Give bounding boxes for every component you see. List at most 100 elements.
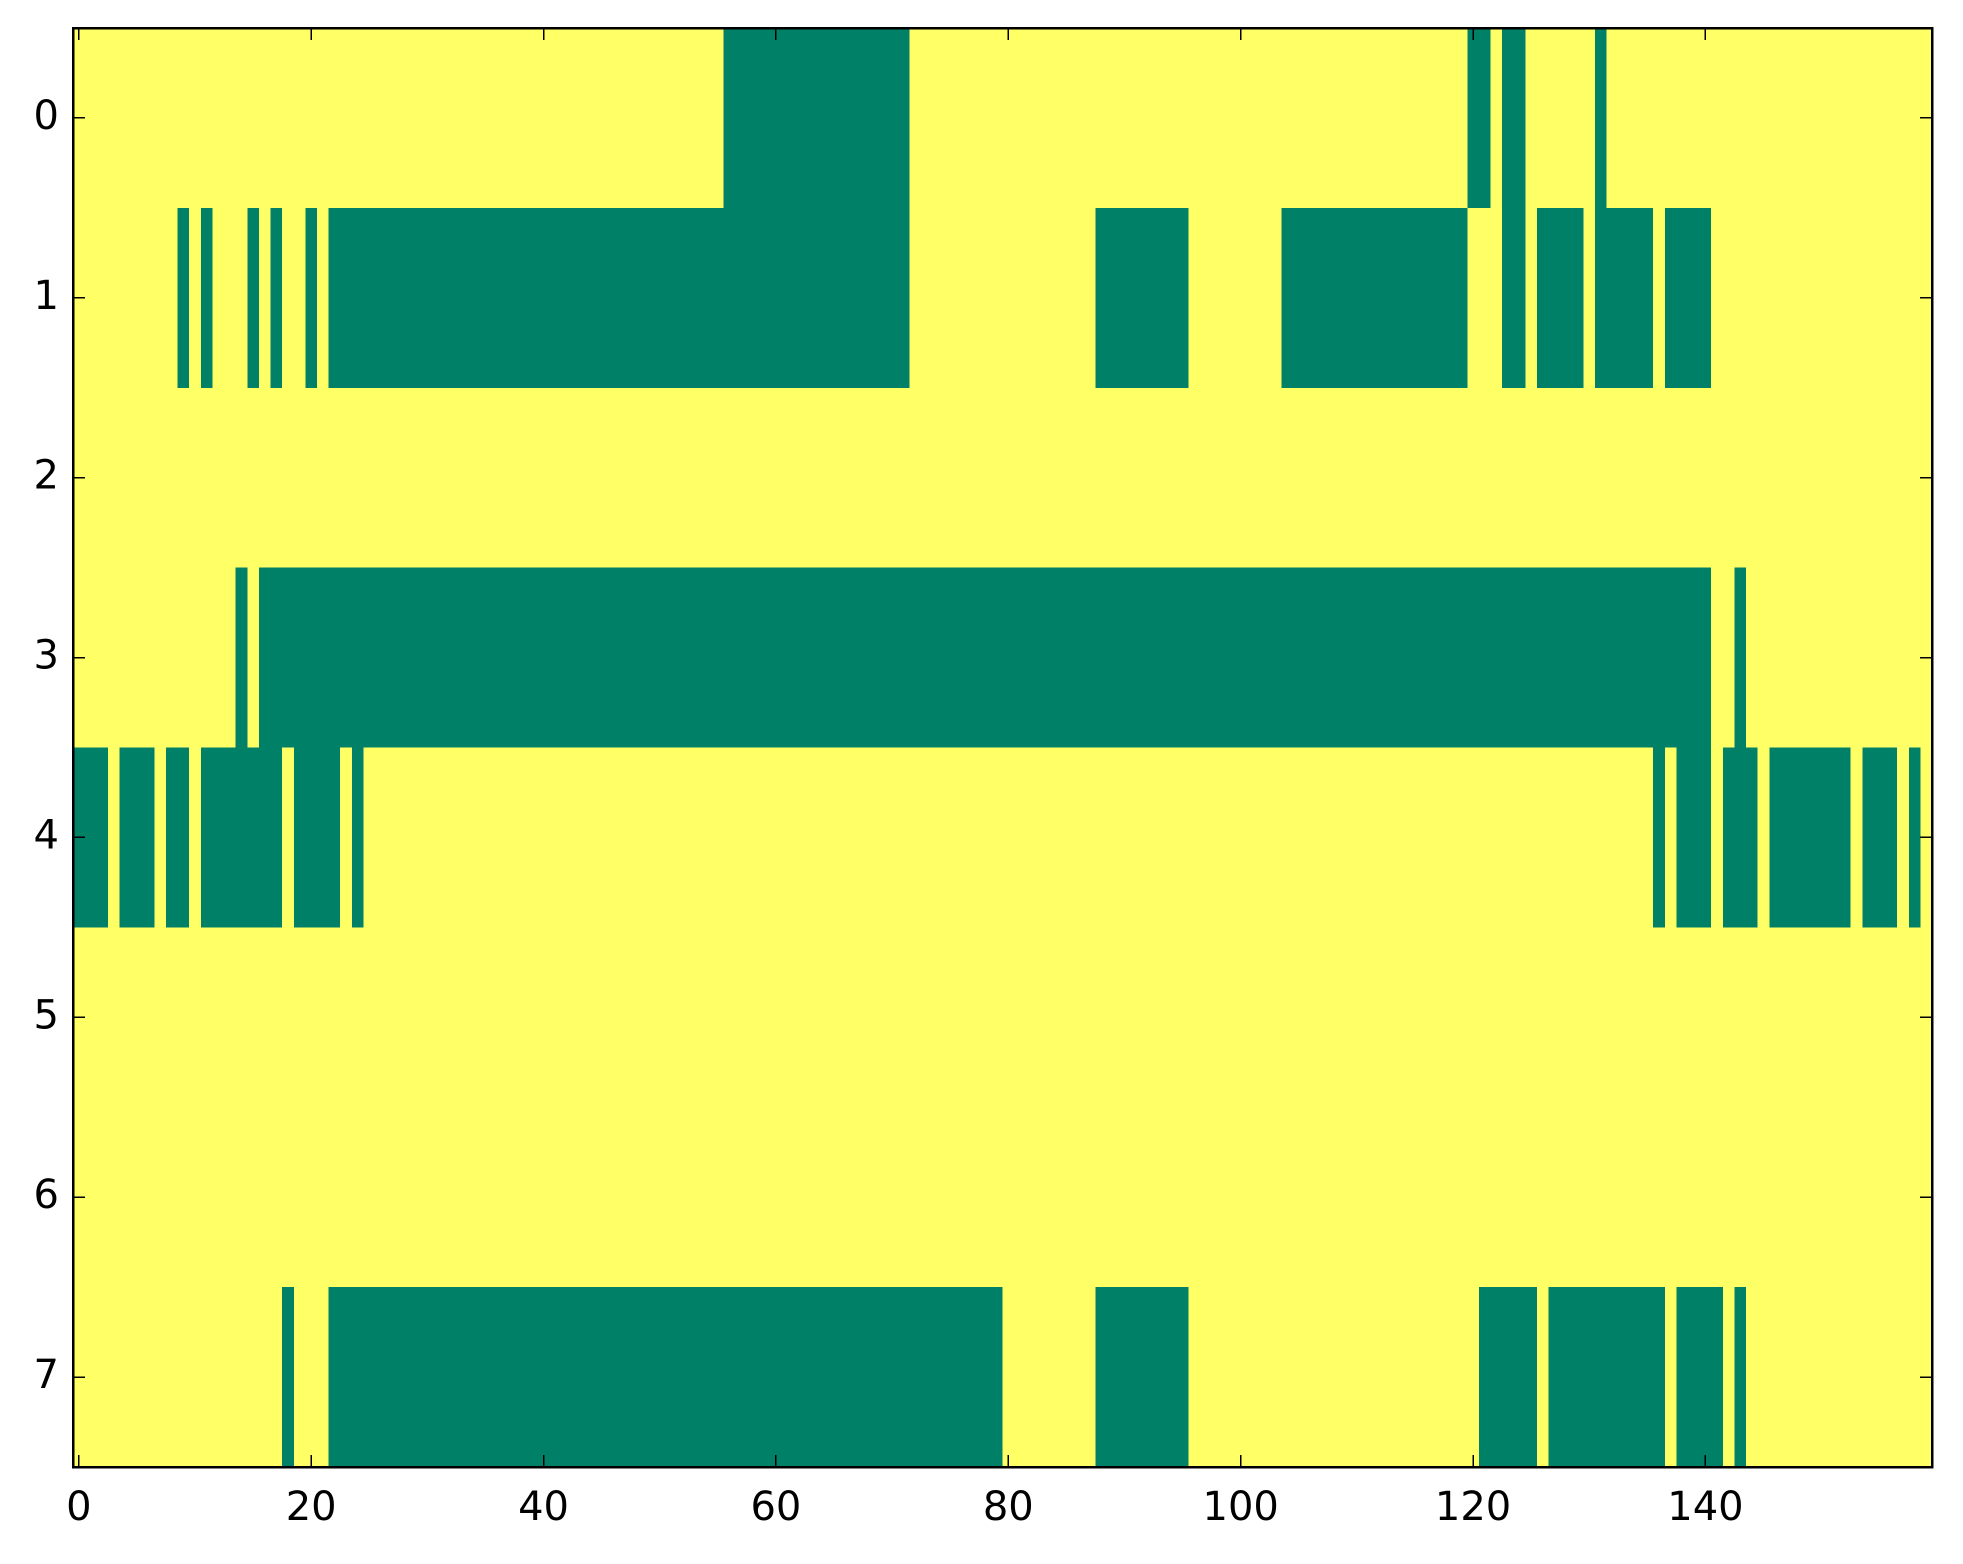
cell xyxy=(1362,927,1375,1108)
cell xyxy=(1595,927,1608,1108)
cell xyxy=(1153,747,1166,928)
cell xyxy=(1560,1287,1573,1468)
cell xyxy=(1897,1107,1910,1288)
cell xyxy=(839,927,853,1108)
cell xyxy=(1048,1287,1062,1468)
cell xyxy=(967,207,980,389)
cell xyxy=(154,1287,167,1468)
cell xyxy=(1397,567,1410,749)
cell xyxy=(1815,1287,1829,1468)
cell xyxy=(1107,1287,1120,1468)
cell xyxy=(1595,387,1608,569)
cell xyxy=(1780,747,1794,928)
cell xyxy=(316,927,330,1108)
cell xyxy=(258,387,272,569)
cell xyxy=(1444,567,1457,749)
cell xyxy=(1014,927,1027,1108)
cell xyxy=(1629,1107,1643,1288)
cell xyxy=(932,28,946,209)
cell xyxy=(665,207,678,389)
cell xyxy=(479,567,492,749)
cell xyxy=(1118,28,1131,209)
cell xyxy=(816,28,829,209)
cell xyxy=(1141,747,1155,928)
cell xyxy=(1478,28,1492,209)
cell xyxy=(1502,207,1515,389)
cell xyxy=(1502,387,1515,569)
cell xyxy=(688,927,702,1108)
cell xyxy=(1037,207,1050,389)
cell xyxy=(1629,28,1643,209)
cell xyxy=(177,387,190,569)
cell xyxy=(398,387,411,569)
cell xyxy=(1478,1107,1492,1288)
cell xyxy=(1002,207,1015,389)
cell xyxy=(804,747,818,928)
cell xyxy=(1420,1287,1433,1468)
cell xyxy=(1316,387,1329,569)
x-tick-label: 20 xyxy=(286,1484,337,1530)
cell xyxy=(247,207,260,389)
cell xyxy=(1188,747,1201,928)
cell xyxy=(990,1287,1004,1468)
cell xyxy=(1130,28,1143,209)
cell xyxy=(1688,927,1701,1108)
cell xyxy=(1083,567,1097,749)
cell xyxy=(235,207,248,389)
cell xyxy=(781,567,794,749)
cell xyxy=(897,387,911,569)
cell xyxy=(131,927,144,1108)
cell xyxy=(1130,1107,1143,1288)
cell xyxy=(560,567,574,749)
cell xyxy=(1351,567,1364,749)
cell xyxy=(375,1287,388,1468)
cell xyxy=(1165,387,1178,569)
cell xyxy=(1885,1287,1898,1468)
y-tick-label: 0 xyxy=(34,93,59,139)
cell xyxy=(154,927,167,1108)
cell xyxy=(1757,387,1770,569)
cell xyxy=(375,28,388,209)
cell xyxy=(1118,1287,1131,1468)
cell xyxy=(1200,1287,1213,1468)
cell xyxy=(1118,927,1131,1108)
cell xyxy=(1502,567,1515,749)
cell xyxy=(607,387,620,569)
cell xyxy=(1083,1287,1097,1468)
cell xyxy=(165,927,179,1108)
cell xyxy=(560,747,574,928)
cell xyxy=(1839,747,1852,928)
cell xyxy=(1048,28,1062,209)
cell xyxy=(1339,207,1352,389)
cell xyxy=(328,1107,341,1288)
cell xyxy=(1571,927,1585,1108)
cell xyxy=(142,567,155,749)
cell xyxy=(1804,387,1817,569)
cell xyxy=(1734,567,1747,749)
cell xyxy=(1153,1107,1166,1288)
cell xyxy=(1827,28,1840,209)
cell xyxy=(793,207,806,389)
cell xyxy=(549,1287,562,1468)
cell xyxy=(944,747,957,928)
cell xyxy=(1258,387,1271,569)
cell xyxy=(1734,207,1747,389)
cell xyxy=(781,28,794,209)
cell xyxy=(1827,567,1840,749)
cell xyxy=(735,747,748,928)
cell xyxy=(1478,927,1492,1108)
cell xyxy=(1420,927,1433,1108)
cell xyxy=(932,207,946,389)
cell xyxy=(770,1287,783,1468)
cell xyxy=(526,1107,539,1288)
cell xyxy=(1583,567,1596,749)
cell xyxy=(1095,747,1108,928)
cell xyxy=(1746,1287,1759,1468)
cell xyxy=(258,927,272,1108)
cell xyxy=(584,207,597,389)
cell xyxy=(96,747,109,928)
cell xyxy=(84,207,97,389)
cell xyxy=(1444,387,1457,569)
cell xyxy=(1769,1287,1782,1468)
cell xyxy=(84,567,97,749)
